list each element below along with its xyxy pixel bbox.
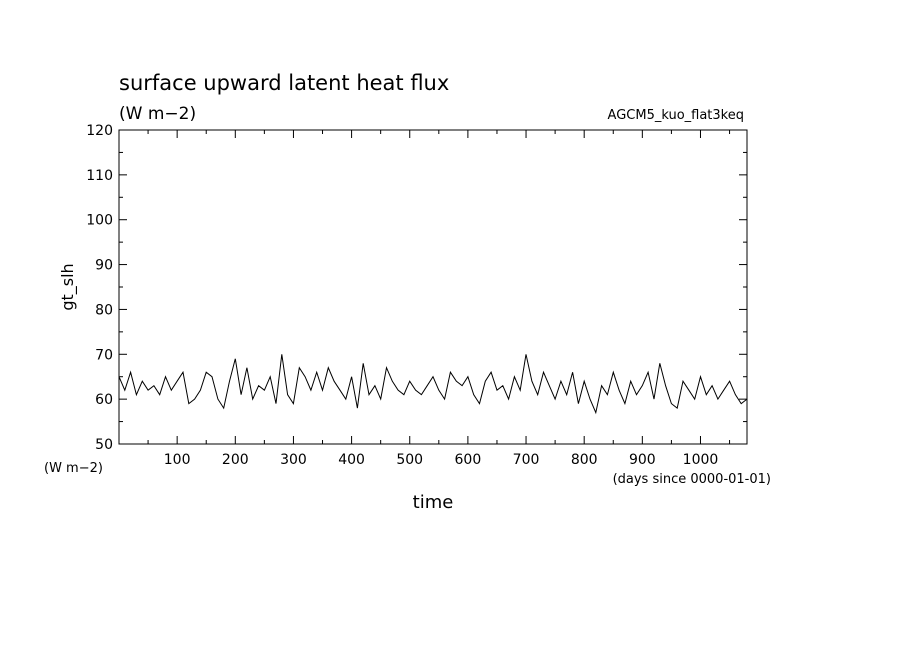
- x-tick-label: 300: [280, 452, 307, 468]
- data-line: [118, 354, 748, 415]
- plot-frame: [118, 129, 748, 445]
- chart-units: (W m−2): [119, 104, 196, 124]
- x-tick-label: 1000: [683, 452, 719, 468]
- y-tick-label: 120: [86, 123, 113, 139]
- y-axis: 50 60 70 80 90 100 110 120: [86, 123, 747, 453]
- x-tick-label: 600: [455, 452, 482, 468]
- y-tick-label: 70: [95, 347, 113, 363]
- x-axis: 100 200 300 400 500 600 700 800 900 1000: [147, 130, 731, 468]
- y-tick-label: 80: [95, 302, 113, 318]
- x-axis-label: time: [413, 492, 454, 513]
- y-tick-label: 90: [95, 258, 113, 274]
- chart-title: surface upward latent heat flux: [119, 71, 449, 95]
- y-tick-label: 60: [95, 392, 113, 408]
- y-tick-label: 110: [86, 168, 113, 184]
- y-tick-label: 50: [95, 437, 113, 453]
- x-tick-label: 100: [164, 452, 191, 468]
- experiment-label: AGCM5_kuo_flat3keq: [608, 108, 744, 123]
- y-tick-label: 100: [86, 213, 113, 229]
- x-tick-label: 900: [629, 452, 656, 468]
- x-tick-label: 400: [338, 452, 365, 468]
- x-tick-label: 500: [396, 452, 423, 468]
- x-tick-label: 800: [571, 452, 598, 468]
- x-tick-label: 200: [222, 452, 249, 468]
- x-axis-units: (days since 0000-01-01): [613, 472, 771, 487]
- x-tick-label: 700: [513, 452, 540, 468]
- y-axis-units: (W m−2): [44, 461, 103, 476]
- y-axis-label: gt_slh: [58, 263, 78, 310]
